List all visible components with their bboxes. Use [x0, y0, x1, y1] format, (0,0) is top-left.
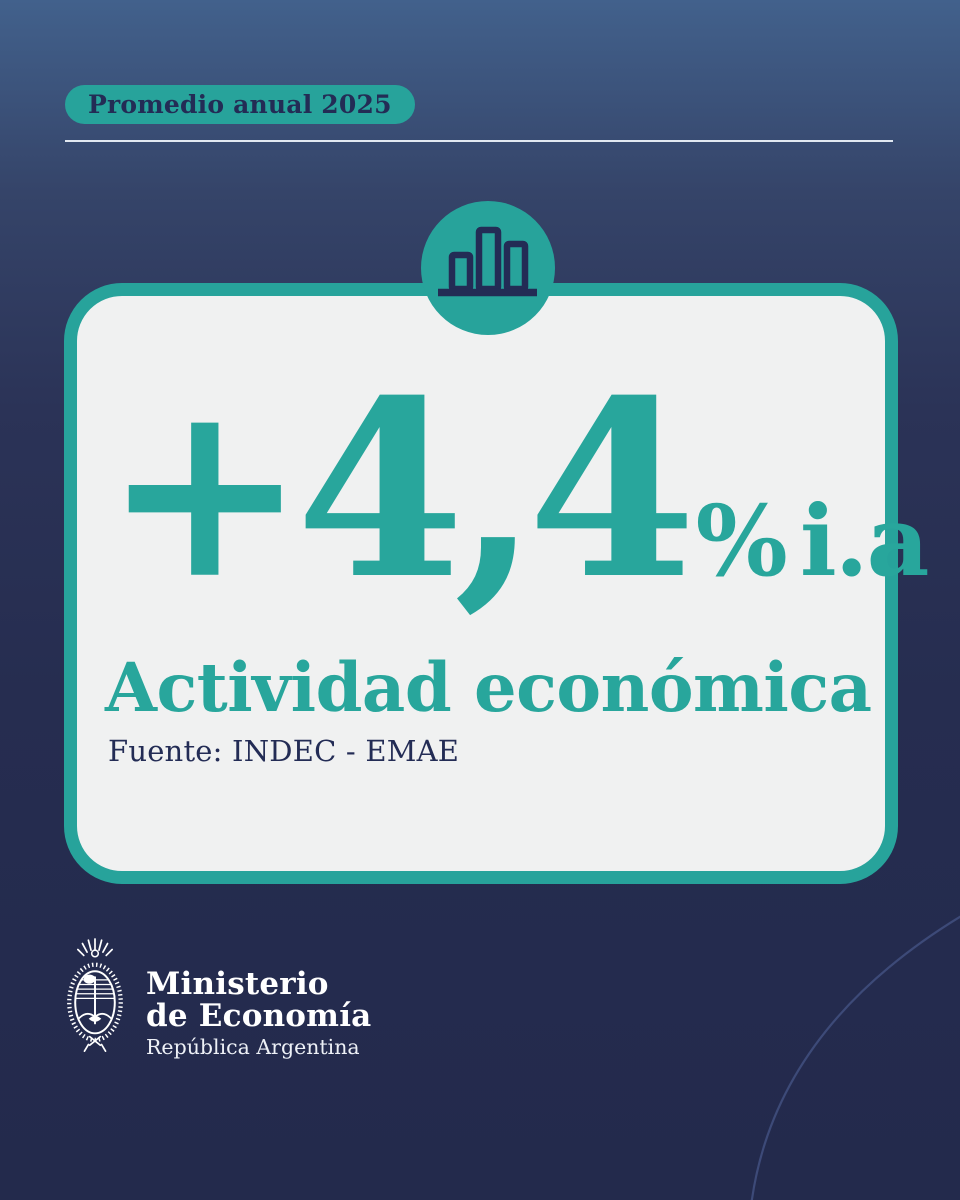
- ministry-name-line1: Ministerio: [146, 966, 329, 1002]
- stat-value: +4,4: [103, 348, 697, 633]
- stat-source: Fuente: INDEC - EMAE: [108, 734, 460, 768]
- stat-unit-percent: %: [695, 484, 788, 598]
- period-badge: Promedio anual 2025: [65, 85, 415, 124]
- ministry-wordmark: Ministerio de Economía República Argenti…: [146, 936, 371, 1059]
- header-divider: [65, 140, 893, 142]
- ministry-country: República Argentina: [146, 1035, 360, 1059]
- stat-figure: +4,4% i.a: [103, 369, 930, 612]
- ministry-logo: Ministerio de Economía República Argenti…: [62, 936, 371, 1062]
- stat-unit-suffix: i.a: [799, 484, 930, 598]
- period-badge-label: Promedio anual 2025: [88, 90, 392, 119]
- stat-title: Actividad económica: [105, 648, 872, 727]
- stat-card: +4,4% i.a Actividad económica Fuente: IND…: [64, 283, 929, 884]
- argentina-coat-of-arms-icon: [67, 938, 123, 1052]
- ministry-name-line2: de Economía: [146, 997, 372, 1034]
- bar-chart-icon: [421, 201, 555, 335]
